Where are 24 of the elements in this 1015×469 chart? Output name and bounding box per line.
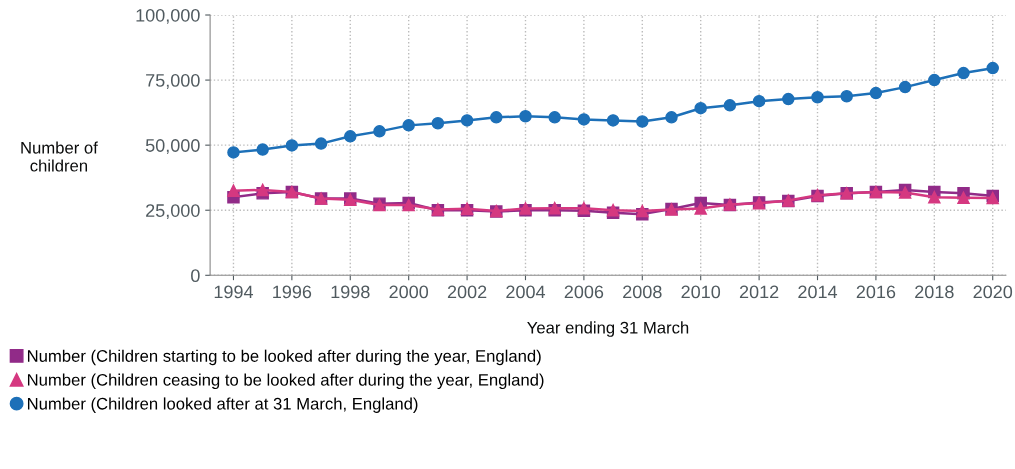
y-tick-label: 50,000 bbox=[145, 139, 200, 155]
legend-label: Number (Children ceasing to be looked after during the year, England) bbox=[27, 373, 544, 390]
x-tick-label: 2012 bbox=[739, 285, 779, 299]
legend-label: Number (Children looked after at 31 March, England) bbox=[27, 397, 418, 413]
legend-label: Number (Children starting to be looked after during the year, England) bbox=[27, 349, 541, 366]
x-tick-label: 2016 bbox=[856, 285, 896, 299]
x-tick-label: 2014 bbox=[798, 285, 838, 299]
x-tick-label: 2010 bbox=[681, 285, 721, 299]
x-tick-label: 2008 bbox=[623, 285, 662, 299]
x-tick-label: 1994 bbox=[214, 285, 254, 299]
x-tick-label: 2018 bbox=[915, 285, 954, 299]
x-tick-label: 2002 bbox=[447, 285, 487, 299]
x-tick-label: 2020 bbox=[973, 285, 1013, 299]
x-tick-label: 1996 bbox=[273, 285, 312, 299]
y-tick-label: 75,000 bbox=[146, 74, 200, 89]
y-tick-label: 25,000 bbox=[146, 204, 200, 220]
x-axis-title: Year ending 31 March bbox=[527, 321, 689, 337]
x-tick-label: 2006 bbox=[564, 285, 604, 299]
x-tick-label: 1998 bbox=[331, 285, 370, 299]
y-axis-title: Number of children bbox=[21, 141, 98, 172]
y-tick-label: 100,000 bbox=[136, 8, 200, 24]
x-tick-label: 2000 bbox=[389, 285, 429, 299]
y-tick-label: 0 bbox=[191, 269, 200, 283]
x-tick-label: 2004 bbox=[506, 285, 546, 299]
